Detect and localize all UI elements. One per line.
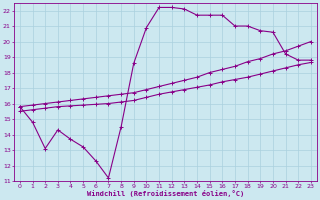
X-axis label: Windchill (Refroidissement éolien,°C): Windchill (Refroidissement éolien,°C) bbox=[87, 190, 244, 197]
